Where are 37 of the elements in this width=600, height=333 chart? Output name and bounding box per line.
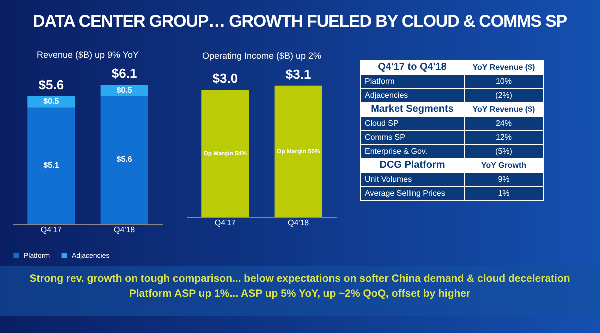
data-label: $5.6 bbox=[116, 155, 133, 164]
chart-title: Operating Income ($B) up 2% bbox=[202, 50, 322, 61]
x-tick-label: Q4'18 bbox=[288, 218, 310, 228]
text: (2%) bbox=[464, 88, 544, 102]
text: Platform ASP up 1%... ASP up 5% YoY, up ~2% QoQ, offset by higher bbox=[128, 287, 472, 302]
data-label: $3.0 bbox=[212, 71, 238, 86]
text: 10% bbox=[464, 74, 544, 88]
text: 12% bbox=[464, 130, 544, 144]
text: Platform bbox=[360, 74, 464, 88]
text: YoY Revenue ($) bbox=[464, 102, 544, 116]
x-tick-label: Q4'17 bbox=[214, 218, 237, 228]
text: DCG Platform bbox=[360, 158, 464, 172]
data-label: $5.1 bbox=[44, 160, 60, 170]
text: DATA CENTER GROUP… GROWTH FUELED BY CLOUD & COMMS SP bbox=[32, 12, 568, 32]
text: Adjacencies bbox=[360, 88, 464, 102]
text: (5%) bbox=[464, 144, 544, 158]
text: 9% bbox=[464, 172, 544, 186]
x-tick-label: Q4'18 bbox=[114, 226, 136, 234]
text: Strong rev. growth on tough comparison... below expectations on softer China demand & cloud deceleration bbox=[28, 272, 572, 287]
data-label: $0.5 bbox=[116, 86, 133, 95]
text: YoY Growth bbox=[464, 158, 544, 172]
text: Cloud SP bbox=[360, 116, 464, 130]
total-label: $6.1 bbox=[112, 66, 138, 82]
data-label: $3.1 bbox=[286, 66, 312, 82]
text: Q4'17 to Q4'18 bbox=[360, 60, 464, 74]
total-label: $5.6 bbox=[38, 77, 64, 92]
text: 24% bbox=[464, 116, 544, 130]
text: Comms SP bbox=[360, 130, 464, 144]
data-label: $0.5 bbox=[44, 97, 60, 106]
text: Market Segments bbox=[360, 102, 464, 116]
chart-subtitle: Revenue ($B) up 9% YoY bbox=[36, 50, 140, 60]
x-tick-label: Q4'17 bbox=[40, 226, 63, 234]
text: 1% bbox=[464, 186, 544, 200]
text: Enterprise & Gov. bbox=[360, 144, 464, 158]
text: Average Selling Prices bbox=[360, 186, 464, 200]
text: Unit Volumes bbox=[360, 172, 464, 186]
text: YoY Revenue ($) bbox=[464, 60, 544, 74]
